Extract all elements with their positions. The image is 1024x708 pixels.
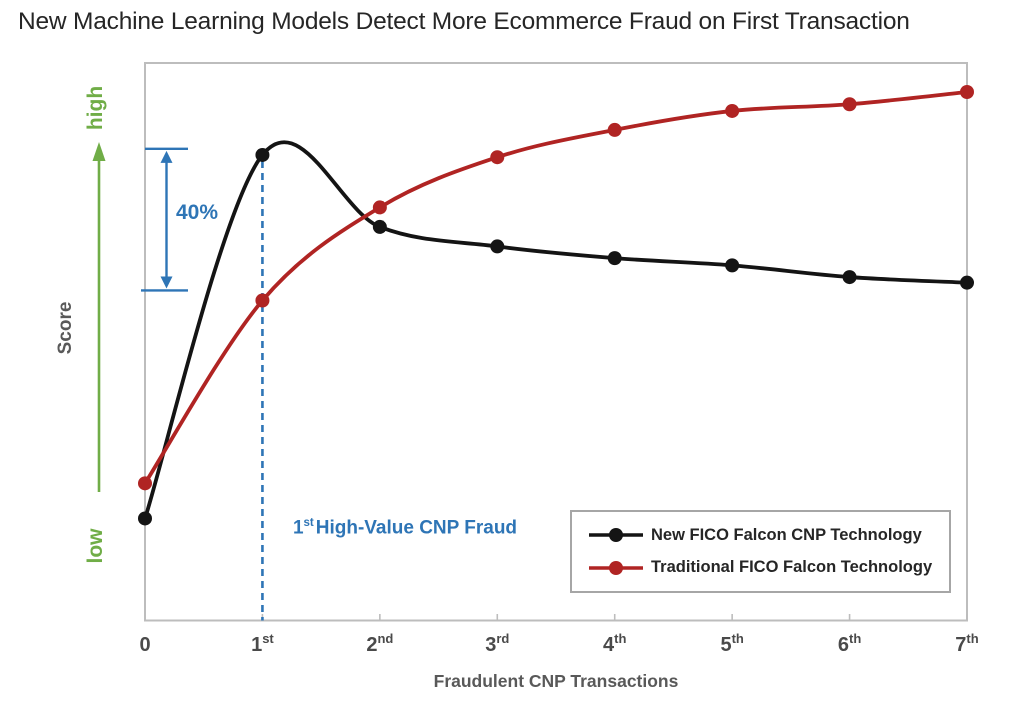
data-point-marker-new-fico bbox=[138, 511, 152, 526]
data-point-marker-new-fico bbox=[725, 258, 740, 273]
delta-percent-label: 40% bbox=[176, 201, 219, 224]
x-axis-tick-label: 7th bbox=[955, 631, 978, 656]
legend-marker-icon bbox=[609, 560, 623, 575]
x-axis-tick-label: 2nd bbox=[366, 631, 393, 656]
legend-item-new-fico: New FICO Falcon CNP Technology bbox=[588, 526, 949, 545]
event-annotation-ordinal: st bbox=[303, 517, 314, 529]
data-point-marker-traditional-fico bbox=[372, 200, 387, 215]
data-point-marker-traditional-fico bbox=[842, 97, 857, 112]
x-axis-tick-label: 6th bbox=[838, 631, 861, 656]
legend-label-traditional-fico: Traditional FICO Falcon Technology bbox=[651, 558, 933, 577]
delta-arrow bbox=[141, 147, 188, 292]
chart-title: New Machine Learning Models Detect More … bbox=[18, 8, 910, 35]
data-point-marker-new-fico bbox=[960, 275, 974, 290]
data-point-marker-traditional-fico bbox=[960, 84, 974, 99]
y-axis-title: Score bbox=[55, 301, 76, 355]
x-axis-tick-label: 5th bbox=[720, 631, 743, 656]
legend-item-traditional-fico: Traditional FICO Falcon Technology bbox=[588, 558, 949, 577]
data-point-marker-traditional-fico bbox=[255, 293, 270, 308]
x-axis-title: Fraudulent CNP Transactions bbox=[433, 671, 679, 691]
y-axis-arrowhead-icon bbox=[92, 142, 106, 161]
data-point-marker-new-fico bbox=[490, 239, 505, 254]
x-axis-tick-label: 0 bbox=[139, 634, 150, 656]
x-axis-tick-label: 3rd bbox=[485, 631, 509, 656]
y-axis-low-label: low bbox=[84, 528, 107, 564]
x-axis-labels: 0 1st 2nd 3rd 4th 5th 6th 7th bbox=[139, 631, 978, 656]
legend: New FICO Falcon CNP Technology Tradition… bbox=[570, 510, 951, 593]
legend-label-new-fico: New FICO Falcon CNP Technology bbox=[651, 525, 922, 544]
y-axis-high-label: high bbox=[84, 85, 107, 131]
x-axis-tick-label: 1st bbox=[251, 631, 274, 656]
data-point-marker-traditional-fico bbox=[607, 122, 622, 137]
delta-arrowhead-up bbox=[160, 150, 173, 163]
data-point-marker-new-fico bbox=[255, 147, 270, 162]
data-point-marker-new-fico bbox=[372, 219, 387, 234]
data-point-marker-new-fico bbox=[607, 251, 622, 266]
delta-arrowhead-down bbox=[160, 276, 173, 289]
data-point-marker-traditional-fico bbox=[490, 150, 505, 165]
data-point-marker-traditional-fico bbox=[725, 103, 740, 118]
data-point-marker-new-fico bbox=[842, 270, 857, 285]
event-annotation-prefix: 1 bbox=[292, 517, 304, 539]
legend-marker-icon bbox=[609, 528, 623, 543]
event-annotation-text: High-Value CNP Fraud bbox=[315, 517, 518, 539]
plot-area-border bbox=[144, 62, 968, 622]
legend-swatch-new-fico bbox=[589, 528, 643, 543]
series-line-new-fico bbox=[143, 140, 968, 520]
y-axis-direction-arrow bbox=[92, 142, 106, 492]
legend-swatch-traditional-fico bbox=[589, 560, 643, 575]
x-axis-tick-label: 4th bbox=[603, 631, 626, 656]
event-annotation: 1st High-Value CNP Fraud bbox=[275, 517, 535, 539]
data-point-marker-traditional-fico bbox=[138, 476, 152, 491]
series-layer bbox=[138, 84, 974, 526]
